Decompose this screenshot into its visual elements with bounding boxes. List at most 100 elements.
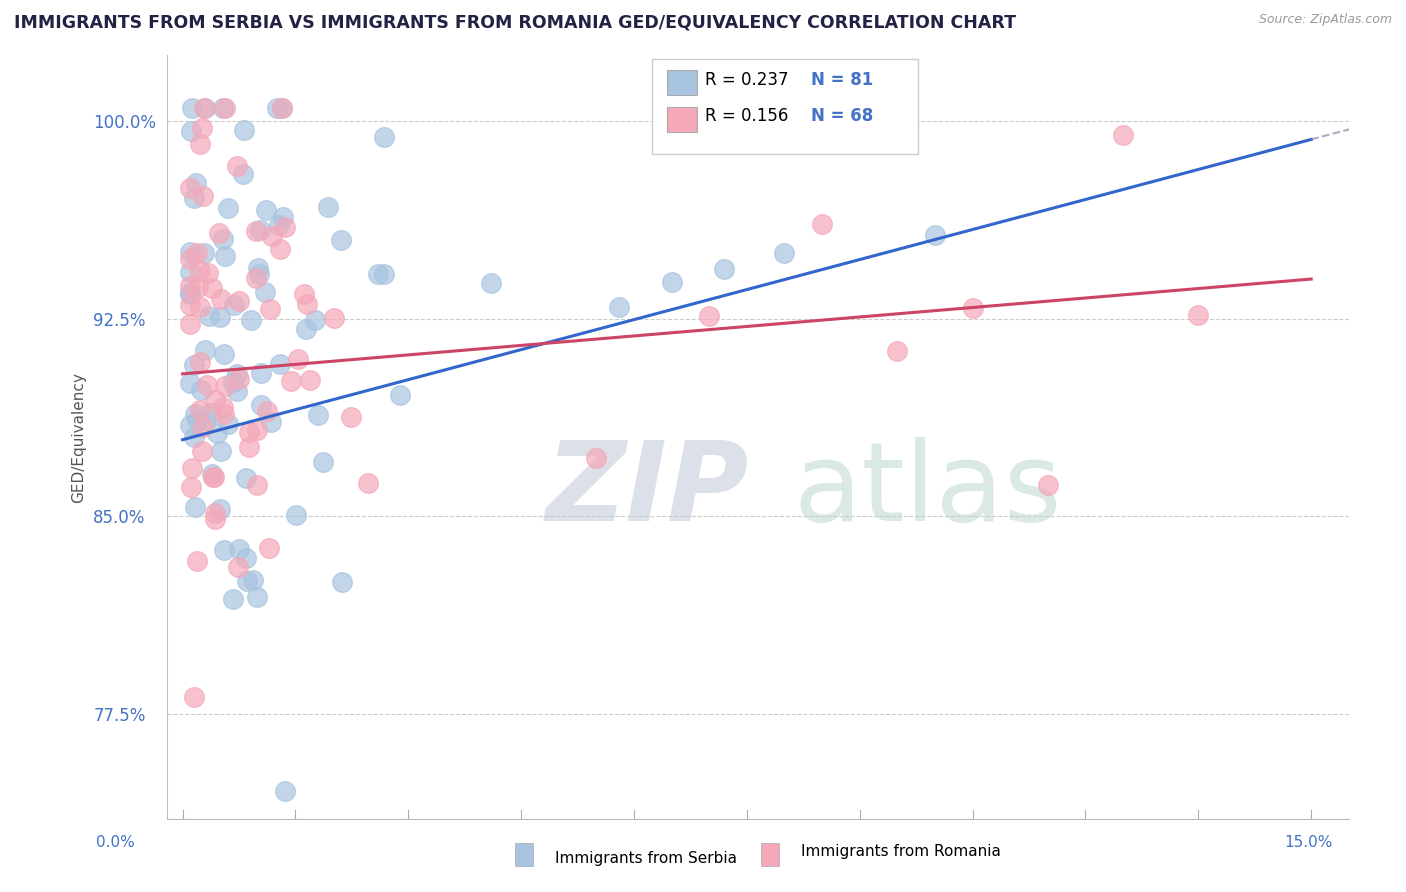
Point bbox=[242, 573, 264, 587]
Point bbox=[236, 574, 259, 588]
Point bbox=[304, 312, 326, 326]
Point bbox=[191, 420, 214, 434]
Point bbox=[228, 372, 250, 386]
Point bbox=[200, 406, 222, 420]
Point bbox=[179, 264, 201, 278]
Point bbox=[179, 417, 201, 432]
Point bbox=[187, 280, 209, 294]
Point bbox=[204, 506, 226, 520]
Point bbox=[661, 275, 683, 289]
Point bbox=[191, 120, 214, 135]
Point bbox=[209, 293, 232, 307]
Point bbox=[312, 455, 335, 469]
Point bbox=[222, 592, 245, 607]
Point bbox=[295, 322, 318, 336]
Point bbox=[924, 227, 946, 242]
Point bbox=[256, 404, 278, 418]
Point bbox=[179, 180, 201, 194]
Point bbox=[197, 310, 219, 324]
Point bbox=[271, 101, 294, 115]
Point bbox=[271, 101, 294, 115]
Point bbox=[292, 287, 315, 301]
Point bbox=[179, 376, 201, 390]
Point bbox=[214, 542, 236, 557]
Point bbox=[179, 285, 201, 300]
Point bbox=[191, 189, 214, 203]
Point bbox=[194, 101, 217, 115]
Point bbox=[207, 425, 229, 440]
Point bbox=[285, 508, 308, 523]
Point bbox=[367, 267, 389, 281]
Point bbox=[238, 440, 260, 454]
Point bbox=[222, 298, 245, 312]
Point bbox=[235, 471, 257, 485]
Point bbox=[280, 374, 302, 388]
Point bbox=[186, 413, 208, 427]
Point bbox=[287, 351, 309, 366]
Point bbox=[233, 123, 256, 137]
Point bbox=[1112, 128, 1135, 143]
Text: Source: ZipAtlas.com: Source: ZipAtlas.com bbox=[1258, 13, 1392, 27]
Point bbox=[186, 246, 208, 260]
Point bbox=[713, 261, 735, 276]
Point bbox=[183, 690, 205, 704]
Point bbox=[226, 159, 249, 173]
Point bbox=[183, 358, 205, 372]
Text: IMMIGRANTS FROM SERBIA VS IMMIGRANTS FROM ROMANIA GED/EQUIVALENCY CORRELATION CH: IMMIGRANTS FROM SERBIA VS IMMIGRANTS FRO… bbox=[14, 13, 1017, 31]
Point bbox=[228, 541, 250, 556]
Point bbox=[214, 249, 236, 263]
Point bbox=[322, 311, 344, 326]
Point bbox=[245, 271, 267, 285]
Point bbox=[340, 409, 363, 424]
Point bbox=[232, 167, 254, 181]
Point bbox=[212, 347, 235, 361]
Point bbox=[250, 366, 273, 380]
Point bbox=[226, 384, 249, 398]
Point bbox=[389, 388, 412, 402]
Point bbox=[180, 124, 202, 138]
Point bbox=[1036, 478, 1059, 492]
Point bbox=[179, 245, 201, 260]
Point bbox=[209, 443, 232, 458]
Point bbox=[274, 783, 297, 797]
Y-axis label: GED/Equivalency: GED/Equivalency bbox=[72, 372, 86, 502]
Point bbox=[330, 233, 353, 247]
Point bbox=[249, 223, 271, 237]
Point bbox=[202, 470, 225, 484]
Point bbox=[212, 232, 235, 246]
Point bbox=[193, 101, 215, 115]
Point bbox=[179, 318, 201, 332]
Point bbox=[228, 294, 250, 309]
Text: Immigrants from Romania: Immigrants from Romania bbox=[801, 845, 1001, 859]
FancyBboxPatch shape bbox=[668, 70, 697, 95]
Point bbox=[191, 443, 214, 458]
Point bbox=[186, 554, 208, 568]
FancyBboxPatch shape bbox=[668, 107, 697, 131]
Point bbox=[228, 559, 250, 574]
Point bbox=[188, 354, 211, 368]
Point bbox=[266, 101, 288, 115]
Point bbox=[269, 357, 291, 371]
Point bbox=[188, 402, 211, 417]
Point bbox=[307, 409, 329, 423]
Point bbox=[204, 392, 226, 407]
Point bbox=[239, 313, 262, 327]
Point bbox=[330, 574, 353, 589]
Point bbox=[886, 343, 908, 358]
Point bbox=[217, 417, 239, 431]
Point bbox=[274, 220, 297, 235]
Point bbox=[298, 373, 321, 387]
Point bbox=[373, 129, 395, 144]
Point bbox=[184, 408, 207, 422]
Point bbox=[238, 425, 260, 440]
Point bbox=[181, 101, 204, 115]
Point bbox=[209, 310, 232, 325]
Point bbox=[316, 200, 339, 214]
Point bbox=[183, 191, 205, 205]
Text: N = 81: N = 81 bbox=[811, 70, 873, 88]
Point bbox=[222, 375, 245, 389]
Point bbox=[195, 378, 218, 392]
Point bbox=[193, 246, 215, 260]
Point bbox=[962, 301, 984, 316]
Point bbox=[260, 415, 283, 429]
